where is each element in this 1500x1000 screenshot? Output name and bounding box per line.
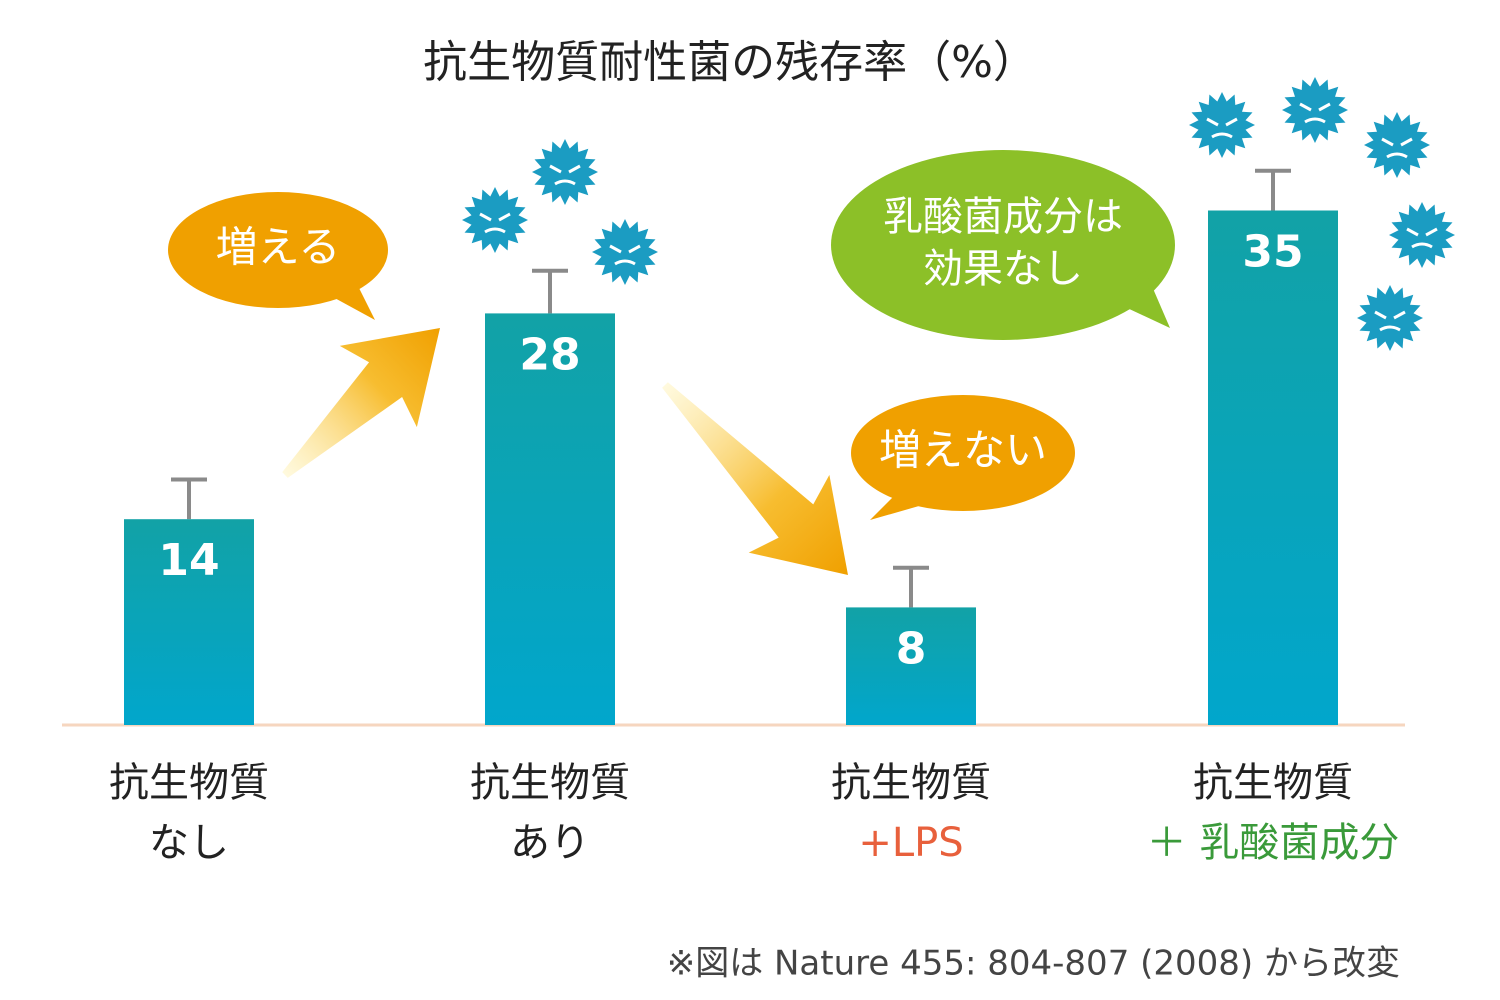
bacteria-face [1206,117,1238,139]
bacteria-icon [1189,92,1255,158]
x-tick-sublabel: あり [510,820,590,866]
bacteria-face [1374,310,1406,332]
value-label: 8 [896,623,927,674]
annotation-text: 増えない [879,426,1047,475]
bacteria-face [609,244,641,266]
bacteria-icon [1357,285,1423,351]
annotation-text: 効果なし [923,246,1083,292]
x-tick-sublabel: なし [149,820,229,866]
x-tick-sublabel: ＋ 乳酸菌成分 [1147,820,1400,866]
bacteria-face [1406,227,1438,249]
bacteria-icon [1364,112,1430,178]
bacteria-body [462,187,528,253]
bacteria-body [1357,285,1423,351]
bacteria-body [1364,112,1430,178]
trend-arrow [282,328,440,478]
speech-bubble-tail [320,270,375,320]
bacteria-icon [532,139,598,205]
annotation-text: 乳酸菌成分は [883,194,1123,240]
x-tick-label: 抗生物質 [470,760,630,806]
chart-title: 抗生物質耐性菌の残存率（%） [423,37,1037,88]
bacteria-face [479,212,511,234]
bacteria-body [592,219,658,285]
bacteria-body [1189,92,1255,158]
x-tick-label: 抗生物質 [1193,760,1353,806]
bar [846,607,976,725]
x-tick-label: 抗生物質 [831,760,991,806]
x-tick-label: 抗生物質 [109,760,269,806]
trend-arrow [662,382,848,576]
value-label: 28 [519,329,580,380]
bacteria-icon [592,219,658,285]
value-label: 14 [158,535,219,586]
bacteria-face [1299,102,1331,124]
bacteria-icon [1282,77,1348,143]
speech-bubble-tail [1110,270,1170,328]
bacteria-face [1381,137,1413,159]
bacteria-body [532,139,598,205]
bar [124,519,254,725]
speech-bubble [831,150,1175,340]
speech-bubble-tail [870,490,940,520]
x-tick-sublabel: +LPS [858,820,963,866]
bacteria-body [1282,77,1348,143]
bacteria-body [1389,202,1455,268]
bar [485,313,615,725]
annotation-text: 増える [216,223,341,272]
bacteria-face [549,164,581,186]
bar [1208,210,1338,725]
footnote: ※図は Nature 455: 804-807 (2008) から改変 [667,944,1400,984]
speech-bubble [851,395,1075,511]
speech-bubble [168,192,388,308]
value-label: 35 [1242,227,1303,278]
bacteria-icon [462,187,528,253]
bacteria-icon [1389,202,1455,268]
